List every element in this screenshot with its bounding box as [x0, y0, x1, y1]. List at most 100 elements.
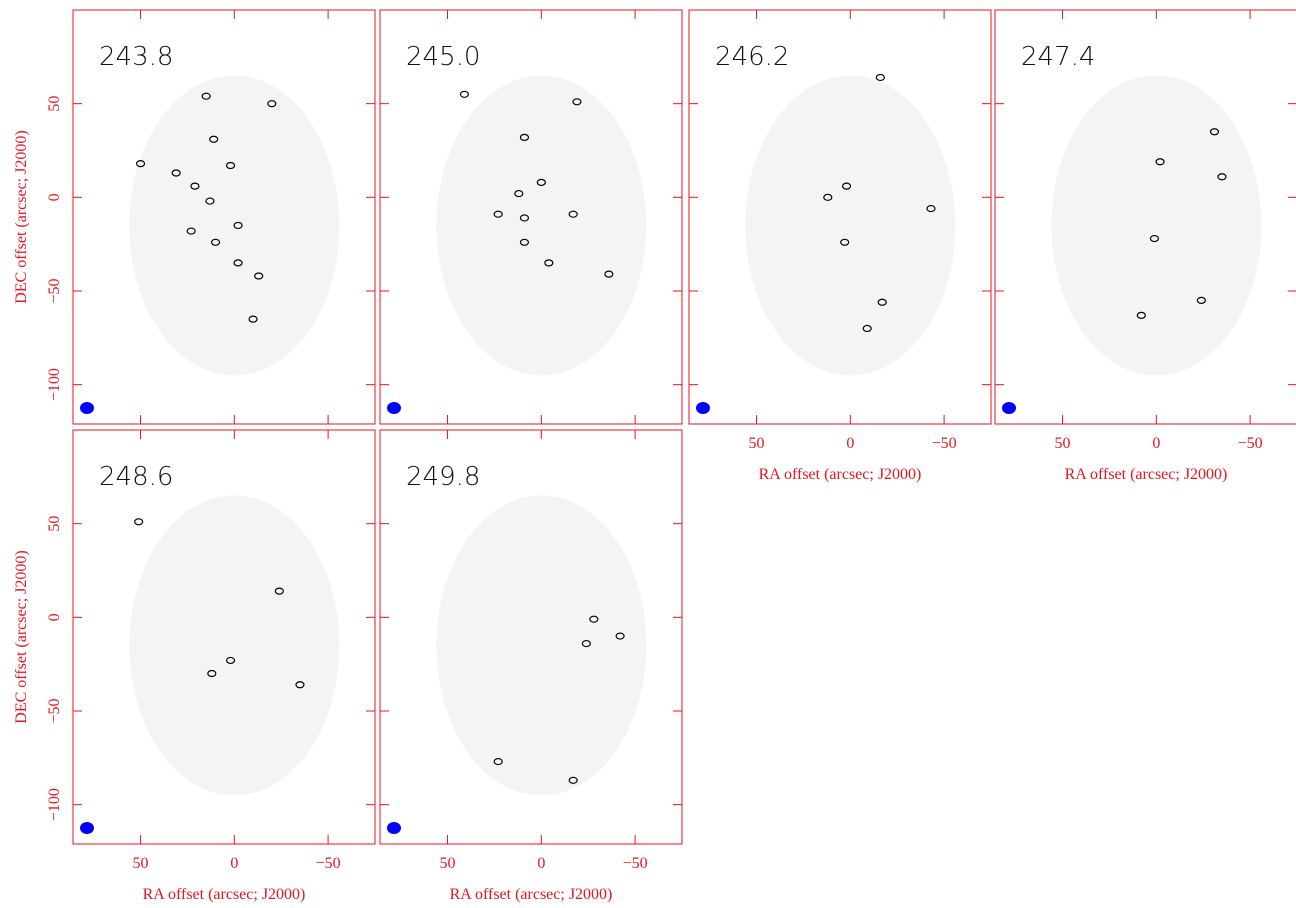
beam: [387, 402, 401, 414]
y-tick-label: 0: [46, 193, 63, 201]
contour: [514, 189, 524, 198]
x-axis-title: RA offset (arcsec; J2000): [759, 466, 922, 483]
contour: [134, 518, 144, 526]
contour: [248, 315, 258, 323]
panel-label: 246.2: [715, 42, 789, 72]
contour: [267, 100, 277, 108]
y-axis-title: DEC offset (arcsec; J2000): [13, 550, 30, 723]
contour: [493, 757, 503, 766]
plot-frame: [379, 429, 683, 845]
contour: [568, 776, 578, 784]
x-tick-label: 50: [1055, 435, 1071, 452]
y-tick-label: −50: [46, 278, 63, 303]
contour: [823, 193, 833, 201]
x-tick-label: −50: [623, 855, 648, 872]
x-tick-label: −50: [932, 435, 957, 452]
contour: [581, 639, 591, 648]
coverage: [436, 495, 647, 796]
contour: [615, 632, 625, 640]
x-tick-label: 0: [537, 855, 545, 872]
beam: [80, 822, 94, 834]
x-tick-label: 0: [846, 435, 854, 452]
contour: [171, 169, 181, 177]
contour: [1155, 158, 1165, 166]
panel: 245.0: [379, 9, 683, 425]
panel: 246.2 50 0 −50 RA offset (arcsec; J2000): [688, 9, 992, 483]
x-tick-label: 50: [440, 855, 456, 872]
contour: [604, 270, 614, 278]
contour: [459, 90, 470, 98]
contour: [135, 160, 146, 168]
coverage: [1051, 75, 1262, 376]
x-axis-title: RA offset (arcsec; J2000): [1065, 466, 1228, 483]
coverage: [436, 75, 647, 376]
panel-label: 243.8: [99, 42, 173, 72]
plot-frame: [688, 9, 992, 425]
contour: [1149, 234, 1160, 243]
contour: [1217, 173, 1227, 181]
y-axis-title: DEC offset (arcsec; J2000): [13, 130, 30, 303]
y-tick-label: 50: [46, 96, 63, 112]
panel: 243.8 50 0 −50 −100 DEC offset (arcsec; J2000…: [13, 9, 376, 425]
contour: [201, 92, 211, 100]
x-axis-title: RA offset (arcsec; J2000): [450, 886, 613, 903]
contour: [233, 259, 243, 267]
contour: [225, 656, 236, 665]
contour: [210, 238, 221, 246]
panel: 248.6 50 0 −50 50 0 −50 −100 RA offset (arcsec; …: [13, 429, 376, 903]
x-tick-label: 0: [230, 855, 238, 872]
plot-frame: [994, 9, 1296, 425]
contour: [841, 182, 852, 190]
contour: [1136, 311, 1146, 319]
coverage: [129, 495, 340, 796]
x-tick-label: 0: [1152, 435, 1160, 452]
panel-label: 245.0: [406, 42, 480, 72]
y-tick-label: −100: [46, 368, 63, 401]
plot-frame: [72, 9, 376, 425]
contour: [572, 98, 582, 106]
x-tick-label: −50: [316, 855, 341, 872]
panel: 247.4 50 0 −50 RA offset (arcsec; J2000): [994, 9, 1296, 483]
contour: [1209, 128, 1220, 136]
contour: [519, 238, 530, 246]
beam: [1002, 402, 1016, 414]
x-tick-label: 50: [133, 855, 149, 872]
panel-label: 248.6: [99, 462, 173, 492]
y-tick-label: −100: [46, 788, 63, 821]
contour: [225, 161, 236, 170]
contour: [840, 238, 850, 246]
contour: [190, 182, 200, 190]
coverage: [745, 75, 956, 376]
contour: [875, 73, 885, 82]
y-tick-label: 0: [46, 613, 63, 621]
contour: [205, 197, 215, 205]
y-tick-label: −50: [46, 698, 63, 723]
contour: [493, 210, 503, 218]
contour: [233, 221, 243, 230]
x-tick-label: 50: [749, 435, 765, 452]
x-axis-title: RA offset (arcsec; J2000): [143, 886, 306, 903]
contour: [295, 681, 305, 689]
panel-label: 249.8: [406, 462, 480, 492]
plot-frame: [379, 9, 683, 425]
contour: [926, 204, 936, 213]
contour: [862, 324, 872, 333]
panel-label: 247.4: [1021, 42, 1095, 72]
beam: [696, 402, 710, 414]
contour: [536, 178, 546, 186]
contour: [1196, 296, 1206, 304]
contour: [589, 615, 599, 623]
contour: [186, 227, 196, 235]
contour: [274, 587, 284, 595]
contour: [519, 133, 530, 141]
beam: [387, 822, 401, 834]
contour: [544, 259, 554, 267]
contour: [568, 210, 578, 218]
contour: [209, 135, 219, 143]
x-tick-label: −50: [1238, 435, 1263, 452]
contour: [877, 298, 887, 306]
panel: 249.8 50 0 −50 RA offset (arcsec; J2000): [379, 429, 683, 903]
contour: [207, 669, 217, 678]
